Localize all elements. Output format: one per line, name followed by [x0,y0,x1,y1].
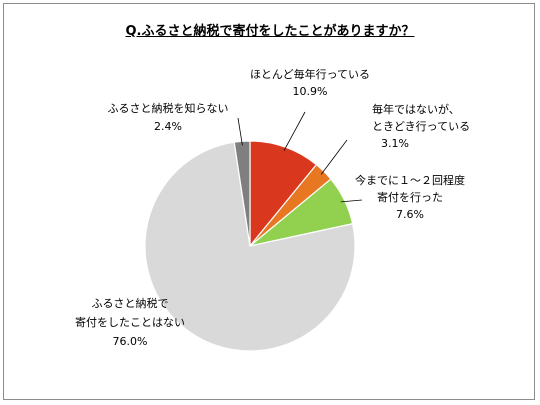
slice-unaware-category-label: ふるさと納税を知らない [108,101,229,115]
slice-never [144,141,356,352]
slice-once-or-twice-category-label: 寄付を行った [377,190,443,204]
slice-once-or-twice-value-label: 7.6% [396,208,424,221]
slice-sometimes-category-label: 毎年ではないが、 [372,102,460,116]
slice-never-category-label: ふるさと納税で [92,296,169,310]
slice-labels: ほとんど毎年行っている 10.9% 毎年ではないが、ときどき行っている 3.1% 今まで… [75,67,470,348]
slice-never-category-label: 寄付をしたことはない [75,315,185,329]
slice-once-or-twice-category-label: 今までに１～２回程度 [355,173,465,187]
slice-sometimes-value-label: 3.1% [381,137,409,150]
slice-almost-every-year-value-label: 10.9% [293,85,328,98]
slice-sometimes-leader-line [320,139,348,175]
slice-sometimes-category-label: ときどき行っている [372,120,470,133]
slice-once-or-twice-leader-line [340,199,363,203]
slice-unaware-value-label: 2.4% [154,120,182,133]
pie-slices [144,140,356,352]
slice-almost-every-year-category-label: ほとんど毎年行っている [250,67,370,81]
slice-never-value-label: 76.0% [113,335,148,348]
slice-unaware-leader-line [237,117,243,146]
leader-lines [237,111,363,203]
chart-title: Q.ふるさと納税で寄付をしたことがありますか？ [125,24,415,39]
slice-almost-every-year-leader-line [283,111,306,152]
slice-almost-every-year [249,140,318,248]
